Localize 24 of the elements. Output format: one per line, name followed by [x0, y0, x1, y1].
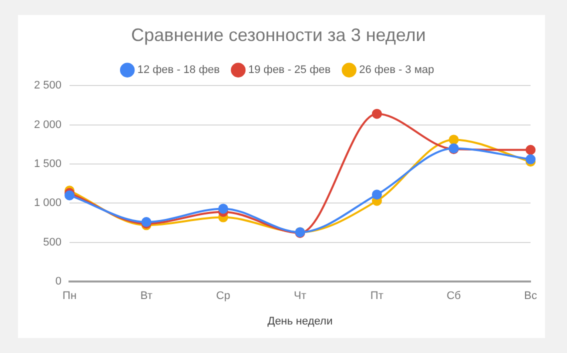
x-tick-label: Пт: [370, 290, 384, 302]
y-tick-label: 0: [55, 276, 62, 288]
point: [448, 134, 459, 145]
y-tick-label: 500: [43, 236, 62, 248]
legend-label: 12 фев - 18 фев: [137, 64, 220, 76]
y-tick-label: 1 000: [34, 197, 62, 210]
point: [372, 108, 382, 119]
x-tick-label: Чт: [294, 290, 306, 302]
point: [526, 154, 536, 164]
y-tick-label: 2 000: [34, 118, 62, 131]
x-tick-label: Вт: [140, 290, 152, 302]
point: [218, 204, 228, 214]
x-tick-label: Ср: [216, 290, 230, 302]
point: [526, 144, 536, 155]
legend-label: 19 фев - 25 фев: [248, 64, 331, 76]
y-tick-label: 1 500: [34, 158, 62, 170]
x-tick-label: Сб: [446, 290, 461, 302]
chart-title: Сравнение сезонности за 3 недели: [131, 24, 426, 45]
point: [372, 190, 382, 200]
x-tick-label: Пн: [62, 290, 77, 302]
y-tick-label: 2 500: [34, 80, 62, 92]
x-axis-title: День недели: [267, 315, 333, 328]
x-tick-label: Вс: [524, 290, 538, 302]
legend-label: 26 фев - 3 мар: [359, 64, 434, 76]
